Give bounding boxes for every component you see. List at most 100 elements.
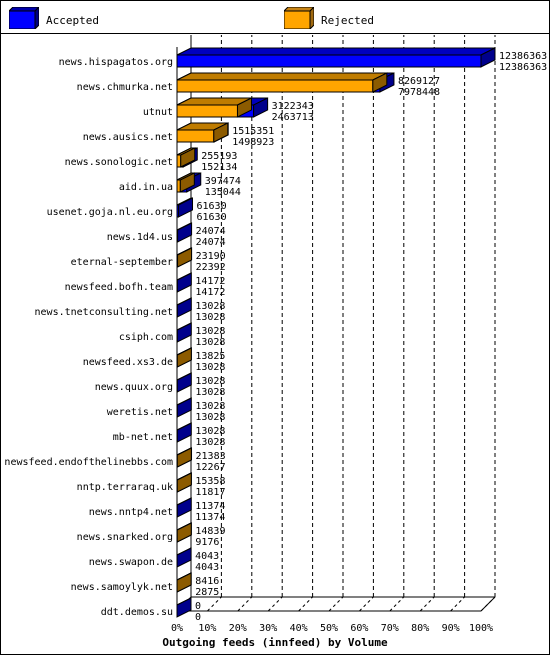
- value-label-rejected: 13028: [195, 337, 225, 348]
- value-label-rejected: 12267: [196, 462, 226, 473]
- value-label-rejected: 13028: [195, 412, 225, 423]
- category-label: csiph.com: [119, 332, 173, 343]
- value-label-rejected: 13028: [195, 437, 225, 448]
- bar-accepted: [176, 272, 192, 293]
- bar-rejected-face: [177, 247, 193, 268]
- value-label-accepted: 21383: [196, 451, 226, 462]
- bar-rejected: [176, 522, 192, 543]
- bar-accepted: [176, 422, 192, 443]
- bar-accepted-face: [176, 397, 192, 418]
- category-label: news.ausics.net: [83, 132, 173, 143]
- value-label-rejected: 4043: [195, 562, 219, 573]
- floor-gridline: [267, 596, 283, 612]
- floor-gridline: [389, 596, 405, 612]
- value-label-accepted: 8269127: [398, 76, 440, 87]
- floor-gridline: [298, 596, 313, 612]
- x-tick-label: 80%: [411, 623, 429, 634]
- category-label: news.tnetconsulting.net: [35, 307, 173, 318]
- x-tick-label: 10%: [198, 623, 216, 634]
- value-label-rejected: 22392: [196, 262, 226, 273]
- category-label: news.snarked.org: [77, 532, 173, 543]
- bar-rejected: [176, 572, 192, 593]
- category-label: news.samoylyk.net: [71, 582, 173, 593]
- x-tick-label: 40%: [290, 623, 308, 634]
- bar-rejected-face: [236, 97, 252, 118]
- bar-rejected-face: [176, 129, 215, 143]
- value-label-accepted: 4043: [195, 551, 219, 562]
- bar-rejected-face: [176, 572, 192, 593]
- x-tick-label: 30%: [259, 623, 277, 634]
- bar-accepted: [176, 47, 496, 68]
- value-label-rejected: 11817: [195, 487, 225, 498]
- floor-gridline: [237, 596, 253, 612]
- legend-accepted-swatch: [7, 5, 41, 31]
- x-tick-label: 60%: [350, 623, 368, 634]
- bar-accepted: [176, 597, 192, 618]
- value-label-accepted: 13825: [195, 351, 225, 362]
- value-label-rejected: 11374: [195, 512, 225, 523]
- bar-rejected-face: [179, 172, 195, 193]
- value-label-accepted: 12386363: [499, 51, 547, 62]
- category-label: news.hispagatos.org: [59, 57, 173, 68]
- bar-accepted-face: [177, 222, 193, 243]
- value-label-accepted: 255193: [201, 151, 237, 162]
- category-label: ddt.demos.su: [101, 607, 173, 618]
- bar-accepted: [176, 197, 194, 218]
- bar-rejected-face: [176, 72, 388, 81]
- value-label-rejected: 9176: [195, 537, 219, 548]
- value-label-accepted: 13028: [195, 401, 225, 412]
- value-label-accepted: 61630: [197, 201, 227, 212]
- category-label: nntp.terraraq.uk: [77, 482, 173, 493]
- category-label: news.sonologic.net: [65, 157, 173, 168]
- category-label: newsfeed.xs3.de: [83, 357, 173, 368]
- value-label-accepted: 15358: [195, 476, 225, 487]
- x-tick-label: 100%: [469, 623, 493, 634]
- value-label-accepted: 14172: [195, 276, 225, 287]
- bar-accepted-face: [176, 47, 496, 56]
- value-label-accepted: 13028: [195, 326, 225, 337]
- value-label-rejected: 13028: [195, 387, 225, 398]
- value-label-rejected: 135044: [205, 187, 241, 198]
- category-label: weretis.net: [107, 407, 173, 418]
- x-axis-title: Outgoing feeds (innfeed) by Volume: [162, 636, 388, 649]
- value-label-accepted: 0: [195, 601, 201, 612]
- bar-accepted-face: [176, 272, 192, 293]
- value-label-accepted: 13028: [195, 301, 225, 312]
- bar-accepted-face: [176, 597, 192, 618]
- floor-gridline: [450, 596, 465, 612]
- bar-accepted-face: [176, 372, 192, 393]
- bar-accepted-face: [178, 197, 194, 218]
- bar-rejected-face: [176, 447, 192, 468]
- floor-gridline: [328, 596, 344, 612]
- bar-accepted: [176, 322, 192, 343]
- value-label-accepted: 13028: [195, 426, 225, 437]
- bar-accepted-face: [480, 47, 496, 68]
- value-label-rejected: 13028: [195, 362, 225, 373]
- value-label-accepted: 14839: [195, 526, 225, 537]
- bar-rejected: [176, 172, 195, 193]
- value-label-accepted: 397474: [205, 176, 241, 187]
- category-label: utnut: [143, 107, 173, 118]
- floor-gridline: [359, 596, 374, 612]
- bar-accepted: [176, 547, 192, 568]
- category-label: mb-net.net: [113, 432, 173, 443]
- floor-right-edge: [480, 596, 496, 612]
- bar-rejected-face: [176, 347, 192, 368]
- bar-rejected-face: [176, 472, 192, 493]
- category-label: newsfeed.endofthelinebbs.com: [4, 457, 173, 468]
- bar-accepted: [176, 372, 192, 393]
- category-label: news.swapon.de: [89, 557, 173, 568]
- value-label-rejected: 61630: [197, 212, 227, 223]
- value-label-rejected: 13028: [195, 312, 225, 323]
- value-label-rejected: 12386363: [499, 62, 547, 73]
- value-label-accepted: 11374: [195, 501, 225, 512]
- value-label-accepted: 1515351: [232, 126, 274, 137]
- value-label-accepted: 8416: [195, 576, 219, 587]
- bar-rejected-face: [213, 122, 229, 143]
- bar-rejected: [176, 247, 193, 268]
- value-label-accepted: 13028: [195, 376, 225, 387]
- bar-rejected-face: [176, 154, 182, 168]
- bar-accepted-face: [176, 322, 192, 343]
- floor-gridline: [419, 596, 435, 612]
